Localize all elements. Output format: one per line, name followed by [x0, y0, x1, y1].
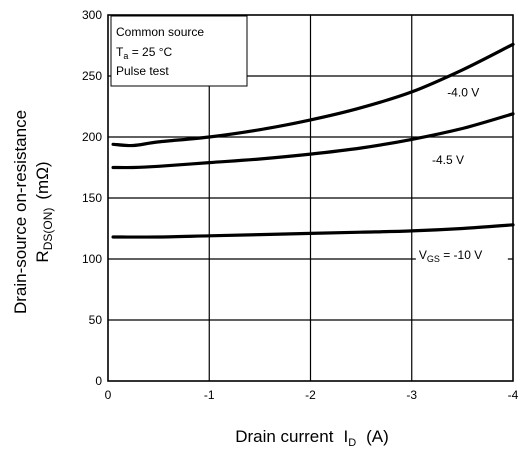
conditions-box: Common source Ta = 25 °C Pulse test: [111, 16, 247, 86]
y-tick-label: 200: [82, 130, 102, 144]
y-tick-label: 50: [89, 313, 103, 327]
y-tick-label: 150: [82, 191, 102, 205]
y-tick-labels: 0 50 100 150 200 250 300: [82, 8, 102, 388]
y-tick-label: 0: [95, 374, 102, 388]
y-axis-title: Drain-source on-resistance: [11, 110, 30, 314]
x-tick-label: -3: [406, 388, 417, 402]
series-label-minus-4-5v: -4.5 V: [432, 153, 464, 167]
series-line-2: [113, 225, 513, 237]
y-tick-label: 100: [82, 252, 102, 266]
y-axis-symbol: RDS(ON)(mΩ): [33, 161, 55, 262]
x-axis-title: Drain current ID (A): [235, 427, 389, 449]
x-tick-label: -1: [204, 388, 215, 402]
series-labels: -4.0 V -4.5 V VGS = -10 V: [416, 86, 508, 264]
y-tick-label: 250: [82, 69, 102, 83]
condition-common-source: Common source: [116, 25, 204, 39]
x-tick-label: -2: [305, 388, 316, 402]
x-tick-label: 0: [105, 388, 112, 402]
condition-pulse-test: Pulse test: [116, 64, 169, 78]
series-label-minus-4-0v: -4.0 V: [447, 86, 479, 100]
x-tick-label: -4: [508, 388, 519, 402]
y-tick-label: 300: [82, 8, 102, 22]
x-tick-labels: 0 -1 -2 -3 -4: [105, 388, 519, 402]
